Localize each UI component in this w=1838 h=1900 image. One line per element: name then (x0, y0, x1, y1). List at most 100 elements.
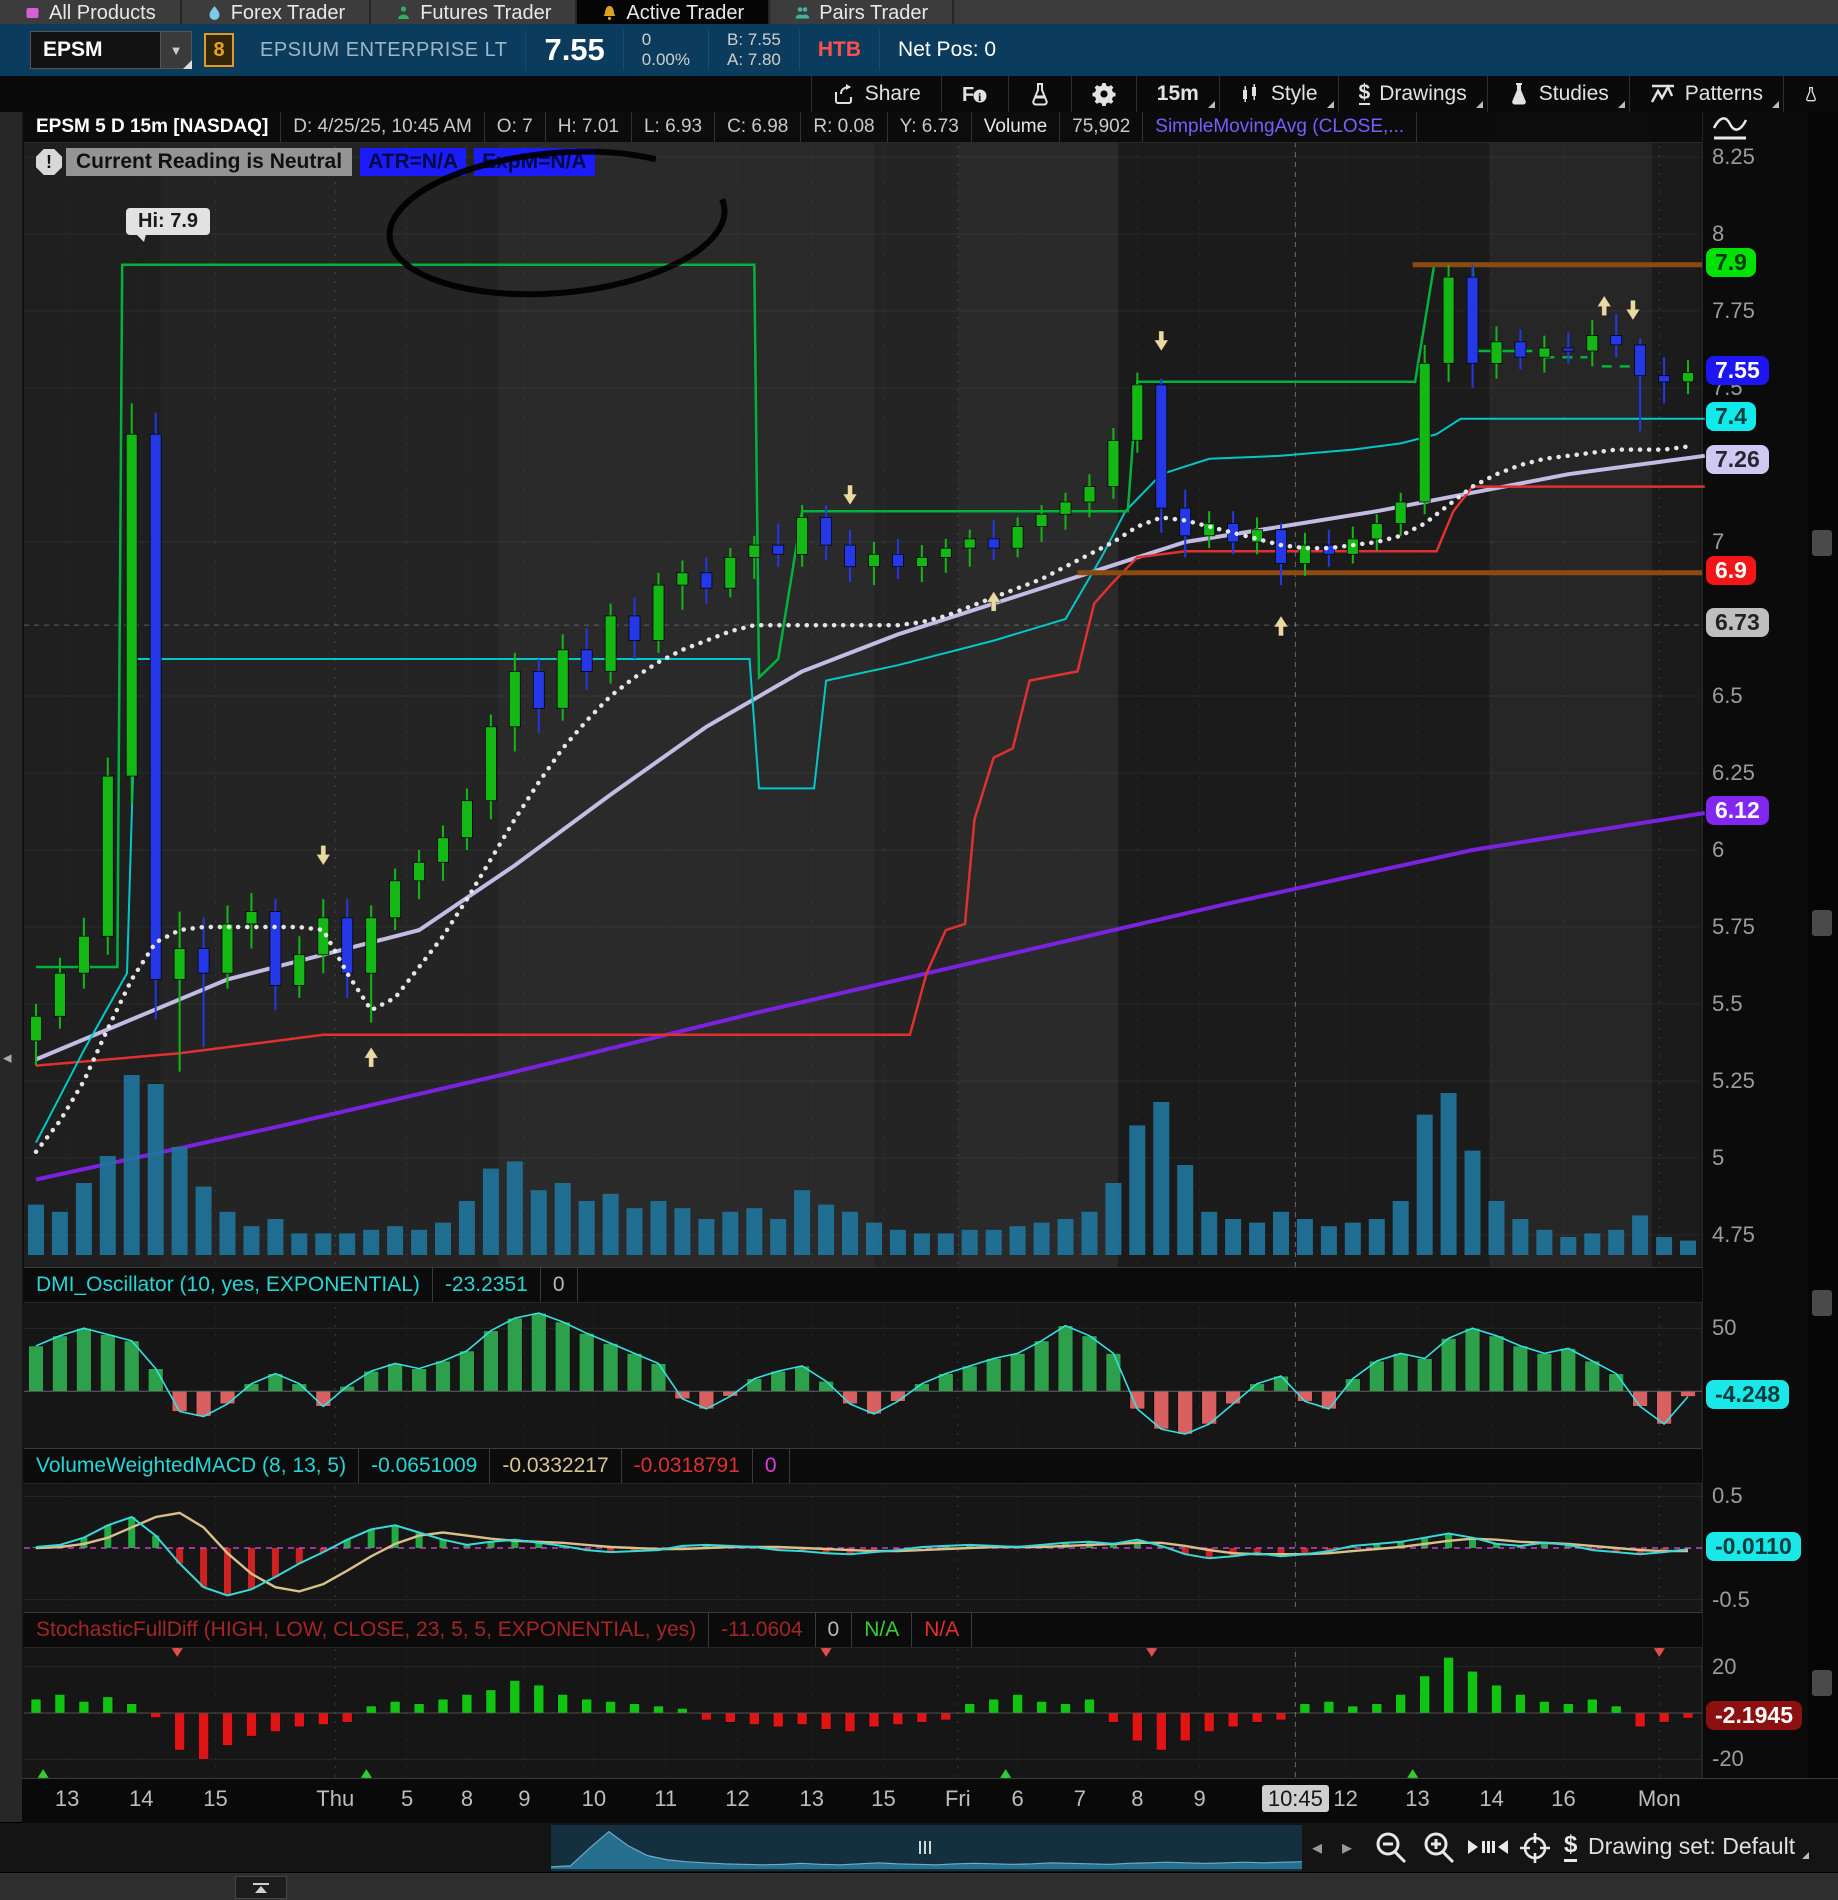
fit-width-button[interactable] (1468, 1833, 1508, 1866)
axis-tick-label: 5.25 (1712, 1068, 1755, 1093)
timeframe-button[interactable]: 15m (1135, 76, 1219, 112)
chart-area[interactable]: EPSM 5 D 15m [NASDAQ] D: 4/25/25, 10:45 A… (22, 112, 1838, 1823)
price-badge: 6.9 (1706, 555, 1756, 585)
patterns-label: Patterns (1684, 82, 1763, 105)
symbol-input[interactable]: EPSM ▼ (30, 31, 192, 69)
tab-all-products[interactable]: All Products (0, 0, 182, 24)
price-badge: 7.55 (1706, 355, 1769, 385)
time-axis-label: Mon (1637, 1786, 1681, 1811)
time-axis-label: 9 (518, 1786, 531, 1811)
scroll-handle[interactable] (1812, 1670, 1832, 1696)
scroll-handle[interactable] (1812, 910, 1832, 936)
tray-bar (253, 1882, 269, 1885)
pan-left-button[interactable]: ◂ (1312, 1837, 1323, 1859)
drawing-set-selector[interactable]: Drawing set: Default (1588, 1833, 1809, 1860)
zoom-in-icon (1424, 1832, 1455, 1864)
left-edge-strip (0, 112, 23, 1822)
studies-button[interactable]: Studies (1486, 76, 1629, 112)
share-label: Share (864, 82, 921, 105)
patterns-icon (1650, 84, 1674, 103)
top-tab-strip: All Products Forex Trader Futures Trader Ac… (0, 0, 1838, 24)
time-axis-label: 10:45 (1260, 1785, 1330, 1812)
crosshair-button[interactable] (1518, 1831, 1552, 1870)
timeline-minimap[interactable] (550, 1825, 1303, 1871)
time-axis-label: 5 (400, 1786, 414, 1811)
open-tray-button[interactable] (235, 1876, 287, 1899)
company-name: EPSIUM ENTERPRISE LT (260, 38, 508, 61)
lot-size-badge: 8 (204, 33, 234, 67)
tab-futures-trader[interactable]: Futures Trader (371, 0, 578, 24)
tray-arrow-icon (255, 1885, 267, 1893)
settings-button[interactable] (1070, 76, 1136, 112)
svg-text:i: i (978, 90, 982, 104)
zoom-in-button[interactable] (1420, 1829, 1458, 1872)
scroll-handle[interactable] (1812, 1290, 1832, 1316)
time-axis-label: Fri (944, 1786, 971, 1811)
grid-icon (26, 8, 39, 18)
symbol-dropdown-button[interactable]: ▼ (160, 32, 191, 68)
dmi-pane-header: DMI_Oscillator (10, yes, EXPONENTIAL) -2… (24, 1267, 1702, 1303)
minimap-grip[interactable] (919, 1841, 931, 1854)
time-axis-label: 7 (1073, 1786, 1086, 1811)
drawings-button[interactable]: $ Drawings (1337, 76, 1487, 112)
dmi-title: DMI_Oscillator (10, yes, EXPONENTIAL) (24, 1268, 433, 1302)
time-axis-label: 15 (871, 1786, 896, 1811)
tab-pairs-trader[interactable]: Pairs Trader (770, 0, 955, 24)
style-label: Style (1270, 82, 1318, 105)
separator (708, 30, 709, 70)
drawings-label: Drawings (1379, 82, 1467, 105)
time-axis-label: 6 (1011, 1786, 1024, 1811)
collapse-left-panel-arrow[interactable]: ◂ (3, 1048, 12, 1067)
warning-icon: ! (36, 149, 62, 175)
zoom-out-button[interactable] (1372, 1829, 1410, 1872)
axis-tick-label: -20 (1712, 1746, 1744, 1772)
axis-tick-label: 8.25 (1712, 144, 1755, 169)
chart-canvas (22, 112, 1838, 1822)
axis-tick-label: 0.5 (1712, 1483, 1743, 1509)
ohlc-field: SimpleMovingAvg (CLOSE,... (1143, 112, 1418, 142)
price-badge: 6.73 (1706, 608, 1769, 638)
time-axis-label: 12 (725, 1786, 750, 1811)
patterns-button[interactable]: Patterns (1628, 76, 1783, 112)
last-price: 7.55 (544, 32, 605, 67)
price-badge: 7.4 (1706, 401, 1756, 431)
price-scale-button[interactable]: $ (1564, 1831, 1578, 1862)
separator (622, 30, 624, 70)
stoch-value: -11.0604 (709, 1613, 816, 1647)
bell-icon (603, 6, 616, 20)
time-axis-label: Thu (316, 1786, 355, 1811)
line-style-icon[interactable] (1710, 114, 1750, 144)
alert-row: ! Current Reading is Neutral ATR=N/A Exp… (36, 148, 595, 176)
pan-right-button[interactable]: ▸ (1342, 1837, 1353, 1859)
ask-value: A: 7.80 (727, 50, 781, 69)
tab-active-trader[interactable]: Active Trader (577, 0, 771, 24)
ohlc-field: C: 6.98 (715, 112, 802, 142)
vwmacd-value-2: -0.0332217 (490, 1449, 622, 1483)
ohlc-field: Y: 6.73 (888, 112, 972, 142)
price-badge: 7.9 (1706, 247, 1756, 277)
crosshair-target-icon (1520, 1833, 1550, 1863)
style-button[interactable]: Style (1218, 76, 1338, 112)
share-button[interactable]: Share (810, 76, 941, 112)
axis-tick-label: 6.25 (1712, 760, 1755, 785)
people-icon (795, 7, 810, 19)
ohlc-field: D: 4/25/25, 10:45 AM (281, 112, 485, 142)
scroll-handle[interactable] (1812, 530, 1832, 556)
studies-label: Studies (1538, 82, 1609, 105)
axis-tick-label: 6.5 (1712, 683, 1743, 708)
tab-forex-trader[interactable]: Forex Trader (182, 0, 372, 24)
ohlc-field: 75,902 (1060, 112, 1144, 142)
time-axis-label: 14 (1479, 1786, 1504, 1811)
time-axis-label: 10 (581, 1786, 607, 1811)
onDemand-button[interactable] (1007, 76, 1071, 112)
time-axis-strip[interactable] (22, 1778, 1838, 1823)
stoch-title: StochasticFullDiff (HIGH, LOW, CLOSE, 23… (24, 1613, 710, 1647)
flask-icon (1032, 83, 1048, 106)
minimap-canvas (550, 1830, 1303, 1869)
extra-tool-button[interactable] (1783, 76, 1838, 112)
vwmacd-value-1: -0.0651009 (359, 1449, 491, 1483)
zoom-out-icon (1376, 1832, 1407, 1864)
tab-label: Pairs Trader (819, 1, 929, 24)
